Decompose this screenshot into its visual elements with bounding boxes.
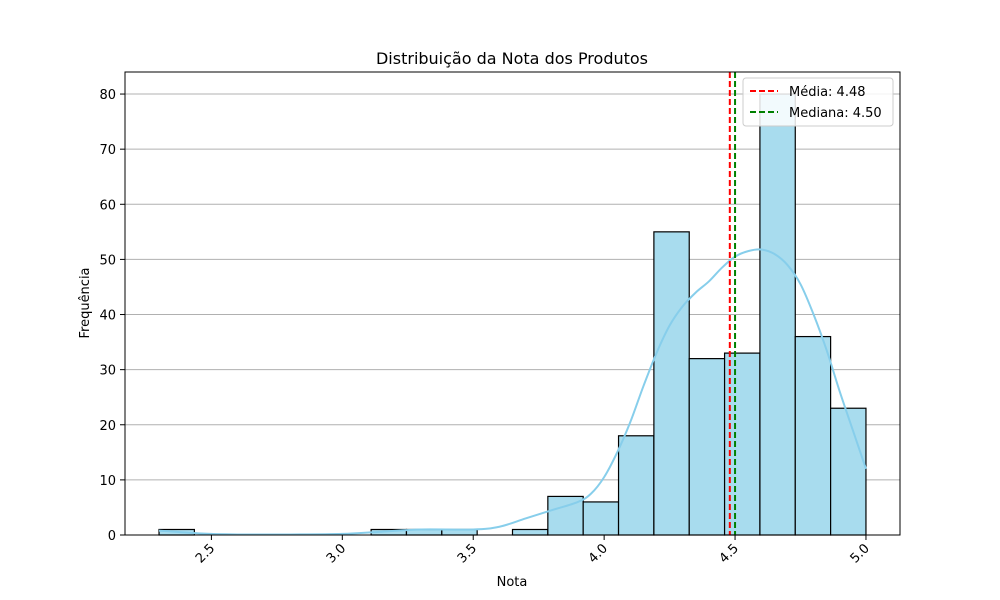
y-tick-label: 20 <box>99 419 116 434</box>
y-tick-label: 40 <box>99 309 116 324</box>
histogram-bar <box>617 435 655 536</box>
legend-box <box>742 77 894 127</box>
y-tick-label: 60 <box>99 198 116 213</box>
kde-curve <box>158 248 867 536</box>
histogram-bar <box>794 335 832 536</box>
reference-lines <box>728 72 737 535</box>
histogram-bar <box>688 358 726 536</box>
y-tick-label: 10 <box>99 474 116 489</box>
y-tick-label: 30 <box>99 364 116 379</box>
chart-title: Distribuição da Nota dos Produtos <box>376 49 648 68</box>
histogram-bar <box>830 407 867 536</box>
y-tick-label: 0 <box>108 529 116 544</box>
histogram-bar <box>582 501 620 536</box>
histogram-bar <box>653 231 690 536</box>
legend: Média: 4.48 Mediana: 4.50 <box>742 77 894 127</box>
plot-frame <box>124 71 901 536</box>
y-tick-label: 80 <box>99 88 116 103</box>
legend-media-label: Média: 4.48 <box>789 85 866 100</box>
histogram-bar <box>759 93 796 536</box>
histogram-bar <box>511 528 549 536</box>
kde-curve-group <box>158 248 867 536</box>
y-tick-label: 50 <box>99 253 116 268</box>
y-axis-ticks: 0 10 20 30 40 50 60 70 80 <box>99 88 125 544</box>
y-tick-label: 70 <box>99 143 116 158</box>
x-axis-label: Nota <box>497 575 528 590</box>
y-axis-label: Frequência <box>78 267 93 338</box>
legend-mediana-label: Mediana: 4.50 <box>789 106 882 121</box>
